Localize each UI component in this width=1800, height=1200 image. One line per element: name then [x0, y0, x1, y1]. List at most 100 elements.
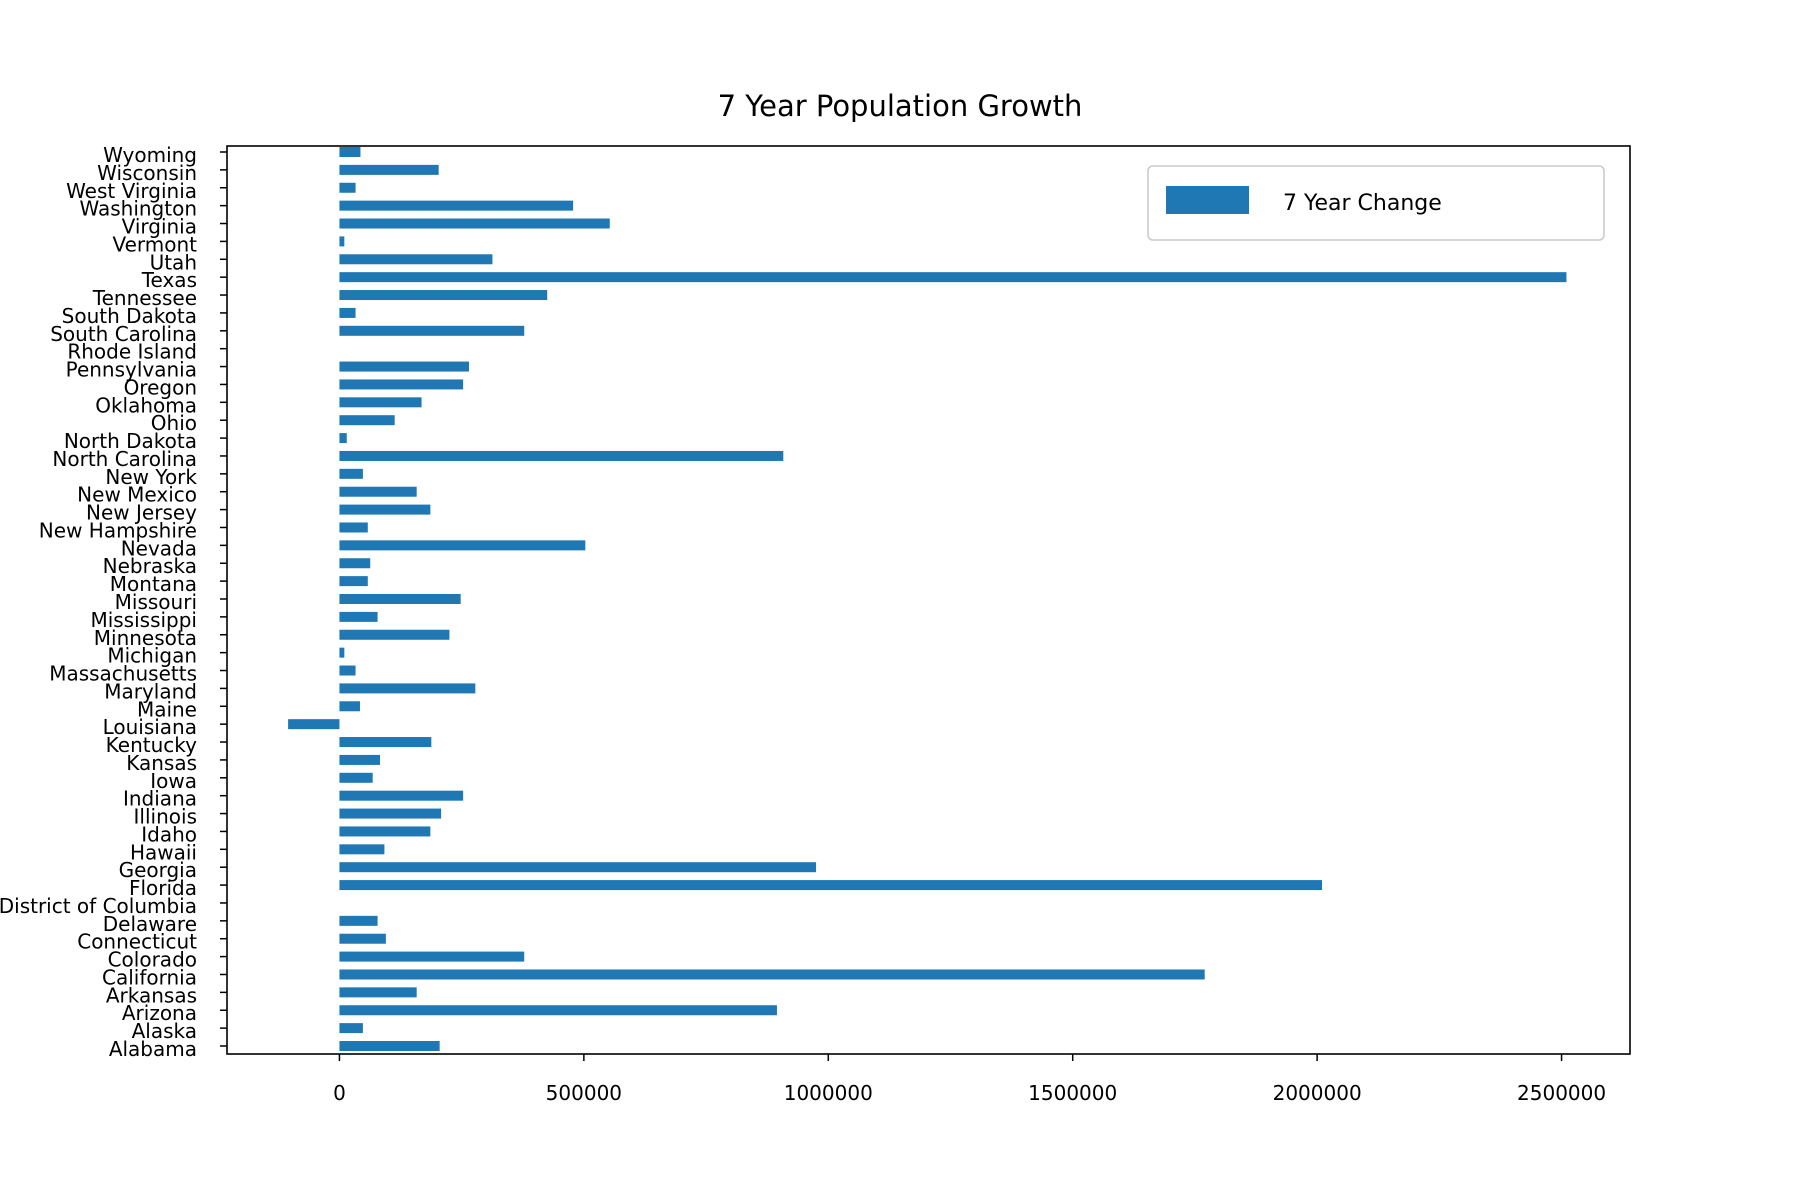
plot-frame [226, 145, 1631, 1055]
category-label: California [102, 965, 197, 989]
category-label: Alabama [109, 1037, 197, 1061]
category-label: Virginia [122, 215, 197, 239]
x-tick-label: 1500000 [1028, 1081, 1117, 1105]
bar-washington [339, 200, 574, 211]
category-label: Utah [150, 250, 197, 274]
legend-swatch [1166, 186, 1249, 214]
bar-mississippi [339, 611, 378, 622]
bar-maryland [339, 683, 476, 694]
legend-box [1147, 165, 1605, 241]
category-label: Pennsylvania [66, 358, 197, 382]
bar-minnesota [339, 629, 450, 640]
bar-new-york [339, 468, 363, 479]
bar-west-virginia [339, 182, 356, 193]
category-label: Florida [129, 876, 197, 900]
bar-alaska [339, 1023, 363, 1034]
x-tick-label: 2500000 [1517, 1081, 1606, 1105]
category-label: Colorado [108, 948, 197, 972]
category-label: Wisconsin [97, 161, 197, 185]
bar-connecticut [339, 933, 386, 944]
bar-oklahoma [339, 397, 422, 408]
category-label: Illinois [134, 805, 197, 829]
bar-massachusetts [339, 665, 356, 676]
category-label: Maine [137, 697, 197, 721]
x-tick-label: 2000000 [1273, 1081, 1362, 1105]
category-label: Oregon [124, 375, 197, 399]
category-label: New Jersey [86, 501, 197, 525]
bar-alabama [339, 1041, 440, 1051]
category-label: Kentucky [106, 733, 197, 757]
category-label: Massachusetts [49, 662, 197, 686]
category-label: South Carolina [50, 322, 197, 346]
category-label: West Virginia [66, 179, 197, 203]
x-tick-label: 500000 [546, 1081, 622, 1105]
category-label: Alaska [132, 1019, 197, 1043]
bar-idaho [339, 826, 431, 837]
bar-hawaii [339, 844, 385, 855]
bar-california [339, 969, 1205, 980]
bar-new-mexico [339, 486, 417, 497]
legend: 7 Year Change [1147, 165, 1605, 241]
category-label: Kansas [126, 751, 197, 775]
category-label: Louisiana [103, 715, 197, 739]
category-label: District of Columbia [0, 894, 197, 918]
bars-group [288, 147, 1567, 1051]
category-label: Delaware [103, 912, 197, 936]
category-label: New Hampshire [39, 518, 197, 542]
bar-kansas [339, 754, 381, 765]
bar-tennessee [339, 290, 548, 301]
bar-north-carolina [339, 450, 784, 461]
bar-ohio [339, 415, 395, 426]
category-label: Washington [79, 197, 197, 221]
category-label: Hawaii [130, 840, 197, 864]
bar-michigan [339, 647, 345, 658]
bar-maine [339, 701, 360, 712]
bar-arkansas [339, 987, 417, 998]
bar-texas [339, 272, 1567, 283]
bar-montana [339, 576, 368, 587]
category-label: Connecticut [77, 930, 197, 954]
bar-georgia [339, 862, 817, 873]
bar-iowa [339, 772, 373, 783]
category-label: Minnesota [94, 626, 197, 650]
category-label: Nevada [121, 536, 197, 560]
category-label: Arizona [122, 1001, 197, 1025]
bar-south-carolina [339, 325, 525, 336]
bar-louisiana [288, 719, 340, 730]
bar-delaware [339, 915, 378, 926]
category-label: Mississippi [90, 608, 197, 632]
chart-title: 7 Year Population Growth [718, 89, 1083, 123]
category-label: Maryland [104, 679, 197, 703]
legend-label: 7 Year Change [1283, 191, 1442, 216]
bar-pennsylvania [339, 361, 469, 372]
category-label: Michigan [107, 644, 197, 668]
category-label: Montana [110, 572, 197, 596]
bar-north-dakota [339, 433, 347, 444]
category-label: Indiana [123, 787, 197, 811]
bar-kentucky [339, 737, 432, 748]
category-label: Wyoming [103, 143, 197, 167]
bar-nevada [339, 540, 586, 551]
bar-indiana [339, 790, 464, 801]
x-tick-label: 0 [333, 1081, 346, 1105]
bar-colorado [339, 951, 525, 962]
bar-wisconsin [339, 164, 439, 175]
category-label: Vermont [112, 232, 197, 256]
bar-utah [339, 254, 493, 265]
bar-nebraska [339, 558, 371, 569]
x-axis-ticks: 0 500000 1000000 1500000 2000000 2500000 [333, 1054, 1606, 1105]
category-label: New York [105, 465, 197, 489]
bar-vermont [339, 236, 345, 247]
bar-missouri [339, 594, 461, 604]
category-label: Arkansas [106, 983, 197, 1007]
bar-arizona [339, 1005, 777, 1016]
category-label: Tennessee [92, 286, 197, 310]
category-label: Missouri [115, 590, 197, 614]
bar-oregon [339, 379, 464, 390]
bar-illinois [339, 808, 442, 819]
bar-south-dakota [339, 307, 356, 318]
bar-new-hampshire [339, 522, 368, 533]
bar-virginia [339, 218, 610, 229]
category-label: North Carolina [52, 447, 197, 471]
